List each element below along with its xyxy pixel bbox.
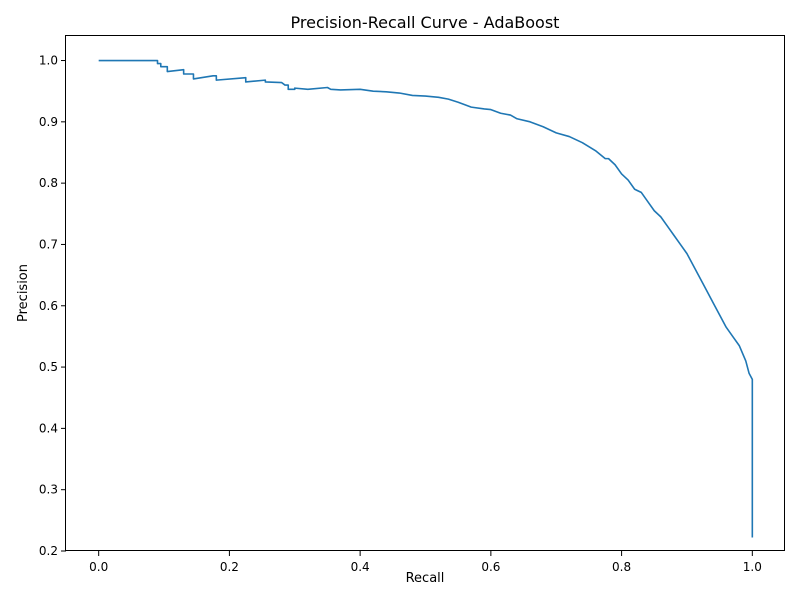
y-tick-label: 0.9 [39, 115, 58, 129]
x-tick-label: 0.4 [351, 560, 370, 574]
pr-curve-line [98, 59, 754, 538]
y-axis-label: Precision [16, 264, 31, 322]
y-tick-label: 0.4 [39, 421, 58, 435]
x-tick-label: 0.2 [220, 560, 239, 574]
y-tick-label: 0.7 [39, 237, 58, 251]
y-tick-label: 0.3 [39, 483, 58, 497]
series-layer [98, 59, 754, 538]
y-tick-label: 0.5 [39, 360, 58, 374]
x-axis-ticks: 0.0 0.2 0.4 0.6 0.8 1.0 [89, 551, 762, 574]
x-axis-label: Recall [406, 571, 445, 586]
x-tick-label: 0.0 [89, 560, 108, 574]
x-tick-label: 0.8 [612, 560, 631, 574]
x-tick-label: 1.0 [743, 560, 762, 574]
y-tick-label: 0.6 [39, 299, 58, 313]
chart-title: Precision-Recall Curve - AdaBoost [291, 13, 560, 32]
y-tick-label: 0.2 [39, 544, 58, 558]
y-tick-label: 1.0 [39, 54, 58, 68]
y-tick-label: 0.8 [39, 176, 58, 190]
x-tick-label: 0.6 [481, 560, 500, 574]
plot-frame [65, 35, 785, 551]
y-axis-ticks: 0.2 0.3 0.4 0.5 0.6 0.7 0.8 0.9 1.0 [39, 54, 66, 558]
